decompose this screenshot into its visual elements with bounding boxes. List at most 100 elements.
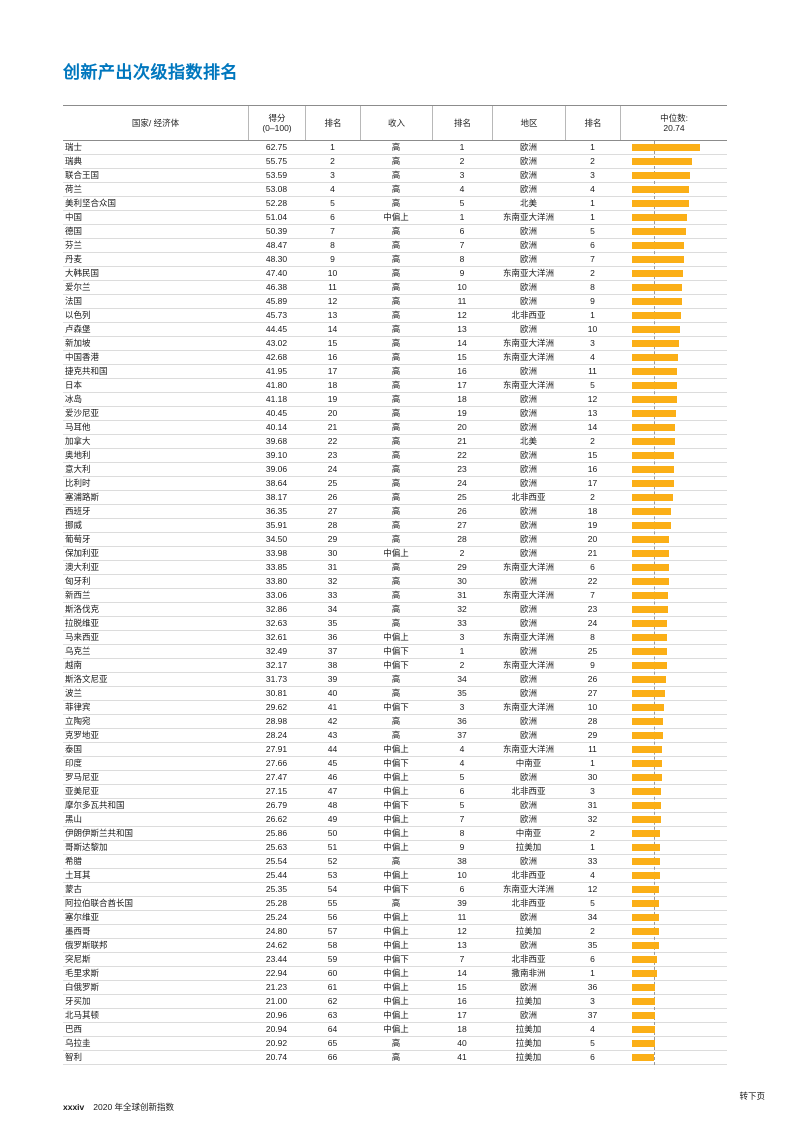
bar-track: [632, 883, 727, 896]
region-cell: 北美: [519, 198, 537, 208]
score-rank-cell: 9: [330, 254, 335, 264]
region-cell: 欧洲: [519, 450, 537, 460]
income-rank-cell: 8: [459, 828, 465, 838]
bar-track: [632, 421, 727, 434]
score-bar: [632, 536, 670, 543]
score-rank-cell: 13: [327, 310, 338, 320]
region-rank-cell: 16: [587, 464, 598, 474]
score-bar: [632, 214, 688, 221]
score-bar: [632, 998, 655, 1005]
score-rank-cell: 28: [327, 520, 338, 530]
bar-cell: [620, 575, 727, 588]
score-bar: [632, 508, 672, 515]
region-rank-cell: 12: [587, 394, 598, 404]
score-cell: 43.02: [265, 338, 288, 348]
country-cell: 联合王国: [65, 170, 100, 180]
region-rank-cell: 18: [587, 506, 598, 516]
score-bar: [632, 522, 671, 529]
score-cell: 39.10: [265, 450, 288, 460]
region-cell: 欧洲: [519, 240, 537, 250]
income-cell: 中偏下: [383, 800, 409, 810]
table-row: 哥斯达黎加 25.63 51 中偏上 9 拉美加 1: [63, 841, 727, 855]
bar-track: [632, 225, 727, 238]
score-bar: [632, 886, 660, 893]
score-cell: 26.79: [265, 800, 288, 810]
income-rank-cell: 39: [457, 898, 467, 908]
score-bar: [632, 956, 658, 963]
region-rank-cell: 6: [590, 954, 595, 964]
table-row: 毛里求斯 22.94 60 中偏上 14 撒南非洲 1: [63, 967, 727, 981]
country-cell: 塞尔维亚: [65, 912, 100, 922]
bar-cell: [620, 407, 727, 420]
income-cell: 高: [391, 352, 401, 362]
score-rank-cell: 17: [327, 366, 338, 376]
bar-cell: [620, 785, 727, 798]
bar-cell: [620, 155, 727, 168]
region-cell: 欧洲: [519, 142, 537, 152]
bar-track: [632, 491, 727, 504]
bar-track: [632, 561, 727, 574]
region-cell: 拉美加: [515, 1052, 542, 1062]
country-cell: 波兰: [65, 688, 83, 698]
bar-track: [632, 211, 727, 224]
score-rank-cell: 50: [327, 828, 338, 838]
region-cell: 欧洲: [519, 254, 537, 264]
score-bar: [632, 1026, 655, 1033]
score-rank-cell: 62: [327, 996, 338, 1006]
region-cell: 欧洲: [519, 296, 537, 306]
bar-cell: [620, 197, 727, 210]
score-bar: [632, 816, 661, 823]
income-rank-cell: 21: [457, 436, 467, 446]
income-cell: 高: [391, 688, 401, 698]
income-cell: 高: [391, 436, 401, 446]
income-cell: 中偏上: [383, 842, 409, 852]
score-rank-cell: 33: [327, 590, 338, 600]
bar-cell: [620, 953, 727, 966]
country-cell: 新加坡: [65, 338, 91, 348]
country-cell: 摩尔多瓦共和国: [65, 800, 125, 810]
score-cell: 39.68: [265, 436, 288, 446]
income-cell: 高: [391, 674, 401, 684]
income-rank-cell: 9: [459, 842, 465, 852]
score-rank-cell: 14: [327, 324, 338, 334]
bar-track: [632, 141, 727, 154]
region-cell: 欧洲: [519, 800, 537, 810]
income-rank-cell: 17: [457, 380, 467, 390]
score-rank-cell: 18: [327, 380, 338, 390]
income-cell: 中偏上: [383, 1024, 409, 1034]
score-cell: 32.49: [265, 646, 288, 656]
bar-cell: [620, 869, 727, 882]
region-rank-cell: 35: [587, 940, 598, 950]
median-line: [654, 141, 656, 1065]
country-cell: 爱沙尼亚: [65, 408, 100, 418]
score-bar: [632, 242, 685, 249]
region-rank-cell: 1: [590, 142, 595, 152]
bar-cell: [620, 295, 727, 308]
table-row: 联合王国 53.59 3 高 3 欧洲 3: [63, 169, 727, 183]
bar-track: [632, 155, 727, 168]
region-cell: 欧洲: [519, 394, 537, 404]
income-rank-cell: 10: [457, 282, 467, 292]
country-cell: 菲律宾: [65, 702, 91, 712]
table-row: 塞浦路斯 38.17 26 高 25 北非西亚 2: [63, 491, 727, 505]
score-bar: [632, 1040, 655, 1047]
score-cell: 45.89: [265, 296, 288, 306]
score-cell: 47.40: [265, 268, 288, 278]
header-median: 中位数: 20.74: [620, 106, 727, 140]
income-rank-cell: 33: [457, 618, 467, 628]
bar-track: [632, 743, 727, 756]
income-cell: 高: [391, 856, 401, 866]
region-cell: 欧洲: [519, 814, 537, 824]
bar-track: [632, 435, 727, 448]
country-cell: 美利坚合众国: [65, 198, 117, 208]
score-bar: [632, 326, 680, 333]
country-cell: 乌拉圭: [65, 1038, 91, 1048]
income-cell: 中偏上: [383, 786, 409, 796]
score-bar: [632, 690, 666, 697]
income-rank-cell: 41: [457, 1052, 467, 1062]
score-rank-cell: 59: [327, 954, 338, 964]
bar-track: [632, 1051, 727, 1064]
region-rank-cell: 3: [590, 786, 595, 796]
bar-cell: [620, 1023, 727, 1036]
region-cell: 欧洲: [519, 646, 537, 656]
